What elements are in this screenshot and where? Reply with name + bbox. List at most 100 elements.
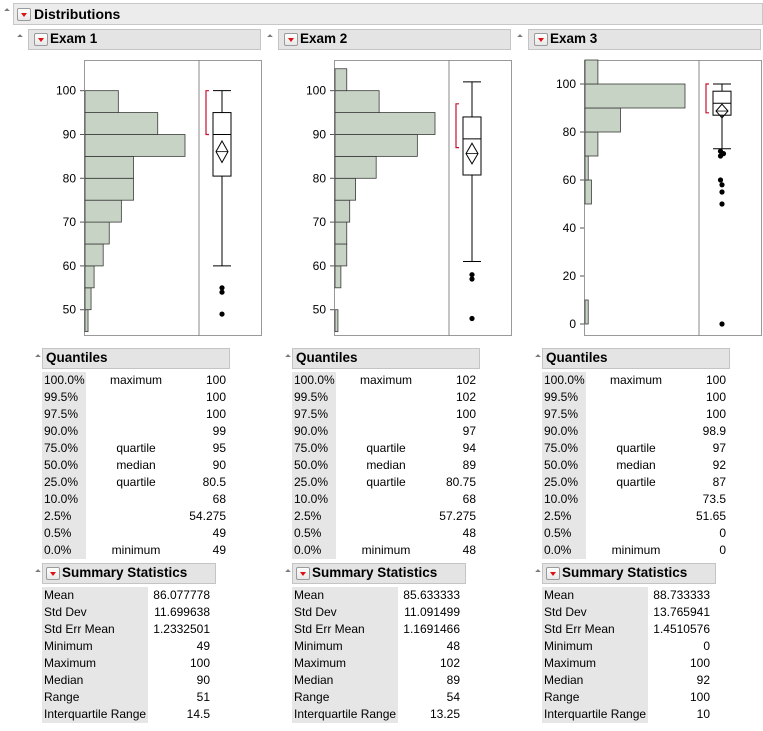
quantile-percent: 50.0% — [42, 457, 86, 474]
quantile-value: 68 — [212, 492, 226, 506]
summary-row: Median 92 — [542, 672, 716, 689]
summary-label: Std Err Mean — [542, 621, 648, 638]
quantile-label: median — [366, 458, 406, 472]
summary-row: Median 90 — [42, 672, 216, 689]
summary-label: Range — [42, 689, 148, 706]
quantile-value: 80.5 — [202, 475, 226, 489]
exam-3-summary-disclosure-icon[interactable] — [535, 569, 541, 575]
exam-2-quantiles-disclosure-icon[interactable] — [285, 354, 291, 360]
summary-label: Median — [542, 672, 648, 689]
exam-2-summary-menu-button[interactable] — [296, 567, 310, 580]
quantile-label: median — [116, 458, 156, 472]
exam-2-menu-button[interactable] — [284, 33, 298, 46]
box — [462, 116, 482, 176]
quantile-label: quartile — [616, 475, 656, 489]
quantile-value: 68 — [462, 492, 476, 506]
quantile-row: 25.0% quartile 87 — [542, 474, 730, 491]
exam-1-title: Exam 1 — [50, 31, 98, 46]
quantile-row: 100.0% maximum 102 — [292, 372, 480, 389]
summary-value: 92 — [696, 673, 710, 687]
quantile-percent: 75.0% — [292, 440, 336, 457]
summary-value: 100 — [189, 656, 210, 670]
summary-label: Mean — [542, 587, 648, 604]
histogram-bar — [84, 243, 104, 267]
quantile-row: 10.0% 68 — [42, 491, 230, 508]
exam-3-summary-title: Summary Statistics — [562, 565, 688, 580]
quantile-row: 90.0% 99 — [42, 423, 230, 440]
summary-value: 10 — [696, 707, 710, 721]
quantile-row: 75.0% quartile 95 — [42, 440, 230, 457]
exam-1-quantiles-disclosure-icon[interactable] — [35, 354, 41, 360]
exam-3-disclosure-icon[interactable] — [517, 34, 523, 40]
summary-label: Std Err Mean — [292, 621, 398, 638]
quantile-row: 97.5% 100 — [292, 406, 480, 423]
histogram-bar — [334, 134, 418, 157]
exam-2-disclosure-icon[interactable] — [267, 34, 273, 40]
exam-3-header — [528, 29, 761, 50]
outlier-point — [219, 285, 225, 291]
exam-3-chart: 0 20 40 60 80 100 — [556, 59, 732, 336]
exam-3-quantiles-title: Quantiles — [546, 350, 608, 365]
quantile-label: maximum — [109, 373, 162, 387]
summary-label: Interquartile Range — [292, 706, 398, 723]
exam-3-summary-menu-button[interactable] — [546, 567, 560, 580]
distributions-menu-button[interactable] — [17, 8, 31, 21]
exam-1-disclosure-icon[interactable] — [17, 34, 23, 40]
histogram-bar — [84, 90, 119, 113]
exam-2-summary-title: Summary Statistics — [312, 565, 438, 580]
summary-row: Minimum 48 — [292, 638, 466, 655]
summary-row: Std Err Mean 1.1691466 — [292, 621, 466, 638]
summary-row: Range 100 — [542, 689, 716, 706]
quantile-row: 99.5% 100 — [542, 389, 730, 406]
y-tick-label: 100 — [306, 84, 326, 98]
summary-value: 51 — [196, 690, 210, 704]
quantile-percent: 75.0% — [42, 440, 86, 457]
quantile-row: 50.0% median 89 — [292, 457, 480, 474]
summary-label: Range — [542, 689, 648, 706]
summary-value: 100 — [689, 690, 710, 704]
summary-row: Interquartile Range 14.5 — [42, 706, 216, 723]
summary-row: Std Dev 11.091499 — [292, 604, 466, 621]
exam-1-summary-menu-button[interactable] — [46, 567, 60, 580]
quantile-value: 90 — [212, 458, 226, 472]
exam-2-summary-header — [292, 563, 466, 584]
summary-label: Std Err Mean — [42, 621, 148, 638]
quantile-row: 99.5% 102 — [292, 389, 480, 406]
quantile-percent: 10.0% — [292, 491, 336, 508]
quantile-row: 0.0% minimum 48 — [292, 542, 480, 559]
histogram-bar — [584, 179, 592, 205]
quantile-row: 100.0% maximum 100 — [42, 372, 230, 389]
distributions-header — [13, 3, 763, 25]
quantile-value: 100 — [705, 407, 726, 421]
histogram-bar — [334, 112, 436, 135]
exam-1-summary-disclosure-icon[interactable] — [35, 569, 41, 575]
summary-row: Std Dev 11.699638 — [42, 604, 216, 621]
quantile-label: quartile — [116, 441, 156, 455]
y-tick-label: 50 — [313, 303, 327, 317]
summary-row: Interquartile Range 10 — [542, 706, 716, 723]
quantile-label: minimum — [361, 543, 411, 557]
quantile-value: 100 — [705, 373, 726, 387]
quantile-percent: 97.5% — [292, 406, 336, 423]
quantile-value: 94 — [462, 441, 476, 455]
exam-3-quantiles-disclosure-icon[interactable] — [535, 354, 541, 360]
y-tick-label: 80 — [313, 171, 327, 185]
quantile-row: 50.0% median 90 — [42, 457, 230, 474]
exam-1-menu-button[interactable] — [34, 33, 48, 46]
quantile-percent: 90.0% — [542, 423, 586, 440]
histogram-bar — [584, 83, 686, 109]
histogram-bar — [334, 265, 342, 289]
outlier-point — [717, 177, 724, 183]
distributions-disclosure-icon[interactable] — [4, 8, 10, 14]
quantile-percent: 25.0% — [292, 474, 336, 491]
quantile-label: quartile — [366, 441, 406, 455]
exam-2-summary-disclosure-icon[interactable] — [285, 569, 291, 575]
summary-label: Mean — [42, 587, 148, 604]
quantile-row: 2.5% 57.275 — [292, 508, 480, 525]
y-tick-label: 50 — [63, 303, 77, 317]
histogram-bar — [84, 309, 89, 333]
quantile-percent: 50.0% — [292, 457, 336, 474]
exam-3-menu-button[interactable] — [534, 33, 548, 46]
summary-label: Median — [42, 672, 148, 689]
summary-label: Minimum — [292, 638, 398, 655]
